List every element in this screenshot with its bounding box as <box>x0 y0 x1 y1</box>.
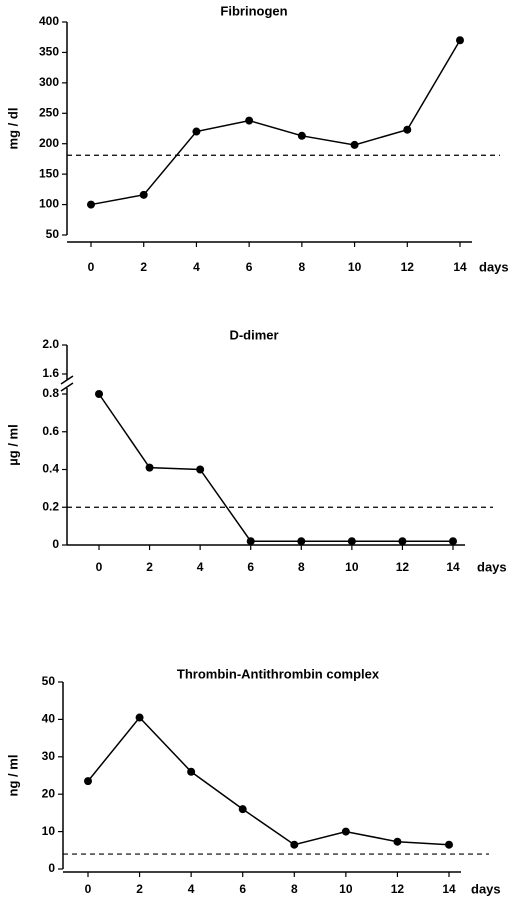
chart-panel-1: Fibrinogen 50 100 150 200 250 300 350 400 0 2 4 6 8 10… <box>5 3 508 274</box>
y-tick-label: 0.4 <box>42 462 59 476</box>
series-line <box>87 716 450 846</box>
chart-title: D-dimer <box>229 327 278 342</box>
x-tick-label: 6 <box>239 882 246 896</box>
data-point <box>135 713 144 722</box>
x-tick-label: 4 <box>188 882 195 896</box>
y-tick-label: 100 <box>39 197 59 211</box>
series-line <box>90 39 461 206</box>
x-tick-label: 4 <box>193 260 200 274</box>
y-tick-label: 30 <box>42 749 56 763</box>
data-point <box>445 840 453 849</box>
data-point <box>341 827 350 836</box>
y-tick-label: 50 <box>42 674 56 688</box>
data-point <box>145 463 154 472</box>
x-tick-label: 10 <box>348 260 362 274</box>
y-tick-label: 400 <box>39 14 59 28</box>
y-tick-label: 0.8 <box>42 386 59 400</box>
x-tick-label: 0 <box>88 260 95 274</box>
data-point <box>192 127 201 136</box>
data-point <box>139 190 148 199</box>
y-tick-label: 0.2 <box>42 499 59 513</box>
data-point <box>245 116 254 125</box>
y-tick-label: 300 <box>39 75 59 89</box>
data-point <box>393 837 402 846</box>
data-point <box>350 140 359 149</box>
x-tick-label: 6 <box>246 260 253 274</box>
x-tick-label: 12 <box>391 882 405 896</box>
x-axis-label: days <box>479 259 509 274</box>
y-tick-label: 2.0 <box>42 337 59 351</box>
x-tick-label: 2 <box>146 560 153 574</box>
x-tick-label: 10 <box>339 882 353 896</box>
y-tick-label: 20 <box>42 786 56 800</box>
x-tick-label: 8 <box>298 560 305 574</box>
x-tick-label: 0 <box>85 882 92 896</box>
chart-title: Thrombin-Antithrombin complex <box>177 666 380 681</box>
x-axis-label: days <box>477 559 507 574</box>
chart-panel-3: Thrombin-Antithrombin complex01020304050… <box>5 666 500 896</box>
y-tick-label: 150 <box>39 166 59 180</box>
x-tick-label: 14 <box>442 882 456 896</box>
x-tick-label: 12 <box>401 260 415 274</box>
y-tick-label: 1.6 <box>42 366 59 380</box>
x-tick-label: 0 <box>96 560 103 574</box>
y-tick-label: 250 <box>39 105 59 119</box>
chart-title: Fibrinogen <box>220 3 287 18</box>
data-point <box>187 767 196 776</box>
x-tick-label: 2 <box>136 882 143 896</box>
chart-panel-2: D-dimer 0 0.2 0.4 0.6 0.8 1.6 2.0 0 2 4 6 8 10 12 14 day… <box>5 327 506 574</box>
x-tick-label: 12 <box>396 560 410 574</box>
y-tick-label: 40 <box>42 712 56 726</box>
axis-break-mark <box>60 375 74 385</box>
y-tick-label: 0 <box>48 861 55 875</box>
y-tick-label: 350 <box>39 45 59 59</box>
x-tick-label: 4 <box>197 560 204 574</box>
data-point <box>196 465 205 474</box>
x-axis-label: days <box>471 881 501 896</box>
axis-break-mark <box>60 382 74 392</box>
data-point <box>403 125 412 134</box>
x-tick-label: 6 <box>247 560 254 574</box>
data-point <box>297 537 306 546</box>
x-tick-label: 14 <box>453 260 467 274</box>
data-point <box>398 537 407 546</box>
data-point <box>449 537 457 546</box>
y-tick-label: 10 <box>42 824 56 838</box>
series-line <box>98 393 453 542</box>
x-tick-label: 10 <box>345 560 359 574</box>
x-tick-label: 14 <box>446 560 460 574</box>
y-axis-label: ng / ml <box>5 755 20 797</box>
y-tick-label: 0.6 <box>42 424 59 438</box>
data-point <box>238 805 247 814</box>
data-point <box>347 537 356 546</box>
data-point <box>87 200 95 209</box>
y-tick-label: 50 <box>46 227 60 241</box>
x-tick-label: 2 <box>140 260 147 274</box>
data-point <box>456 36 464 45</box>
data-point <box>290 840 299 849</box>
x-tick-label: 8 <box>291 882 298 896</box>
data-point <box>95 390 103 398</box>
y-tick-label: 200 <box>39 136 59 150</box>
y-axis-label: mg / dl <box>5 108 20 150</box>
y-axis-label: µg / ml <box>5 424 20 465</box>
x-tick-label: 8 <box>299 260 306 274</box>
data-point <box>297 131 306 140</box>
data-point <box>84 777 92 786</box>
y-tick-label: 0 <box>52 537 59 551</box>
data-point <box>246 537 255 546</box>
